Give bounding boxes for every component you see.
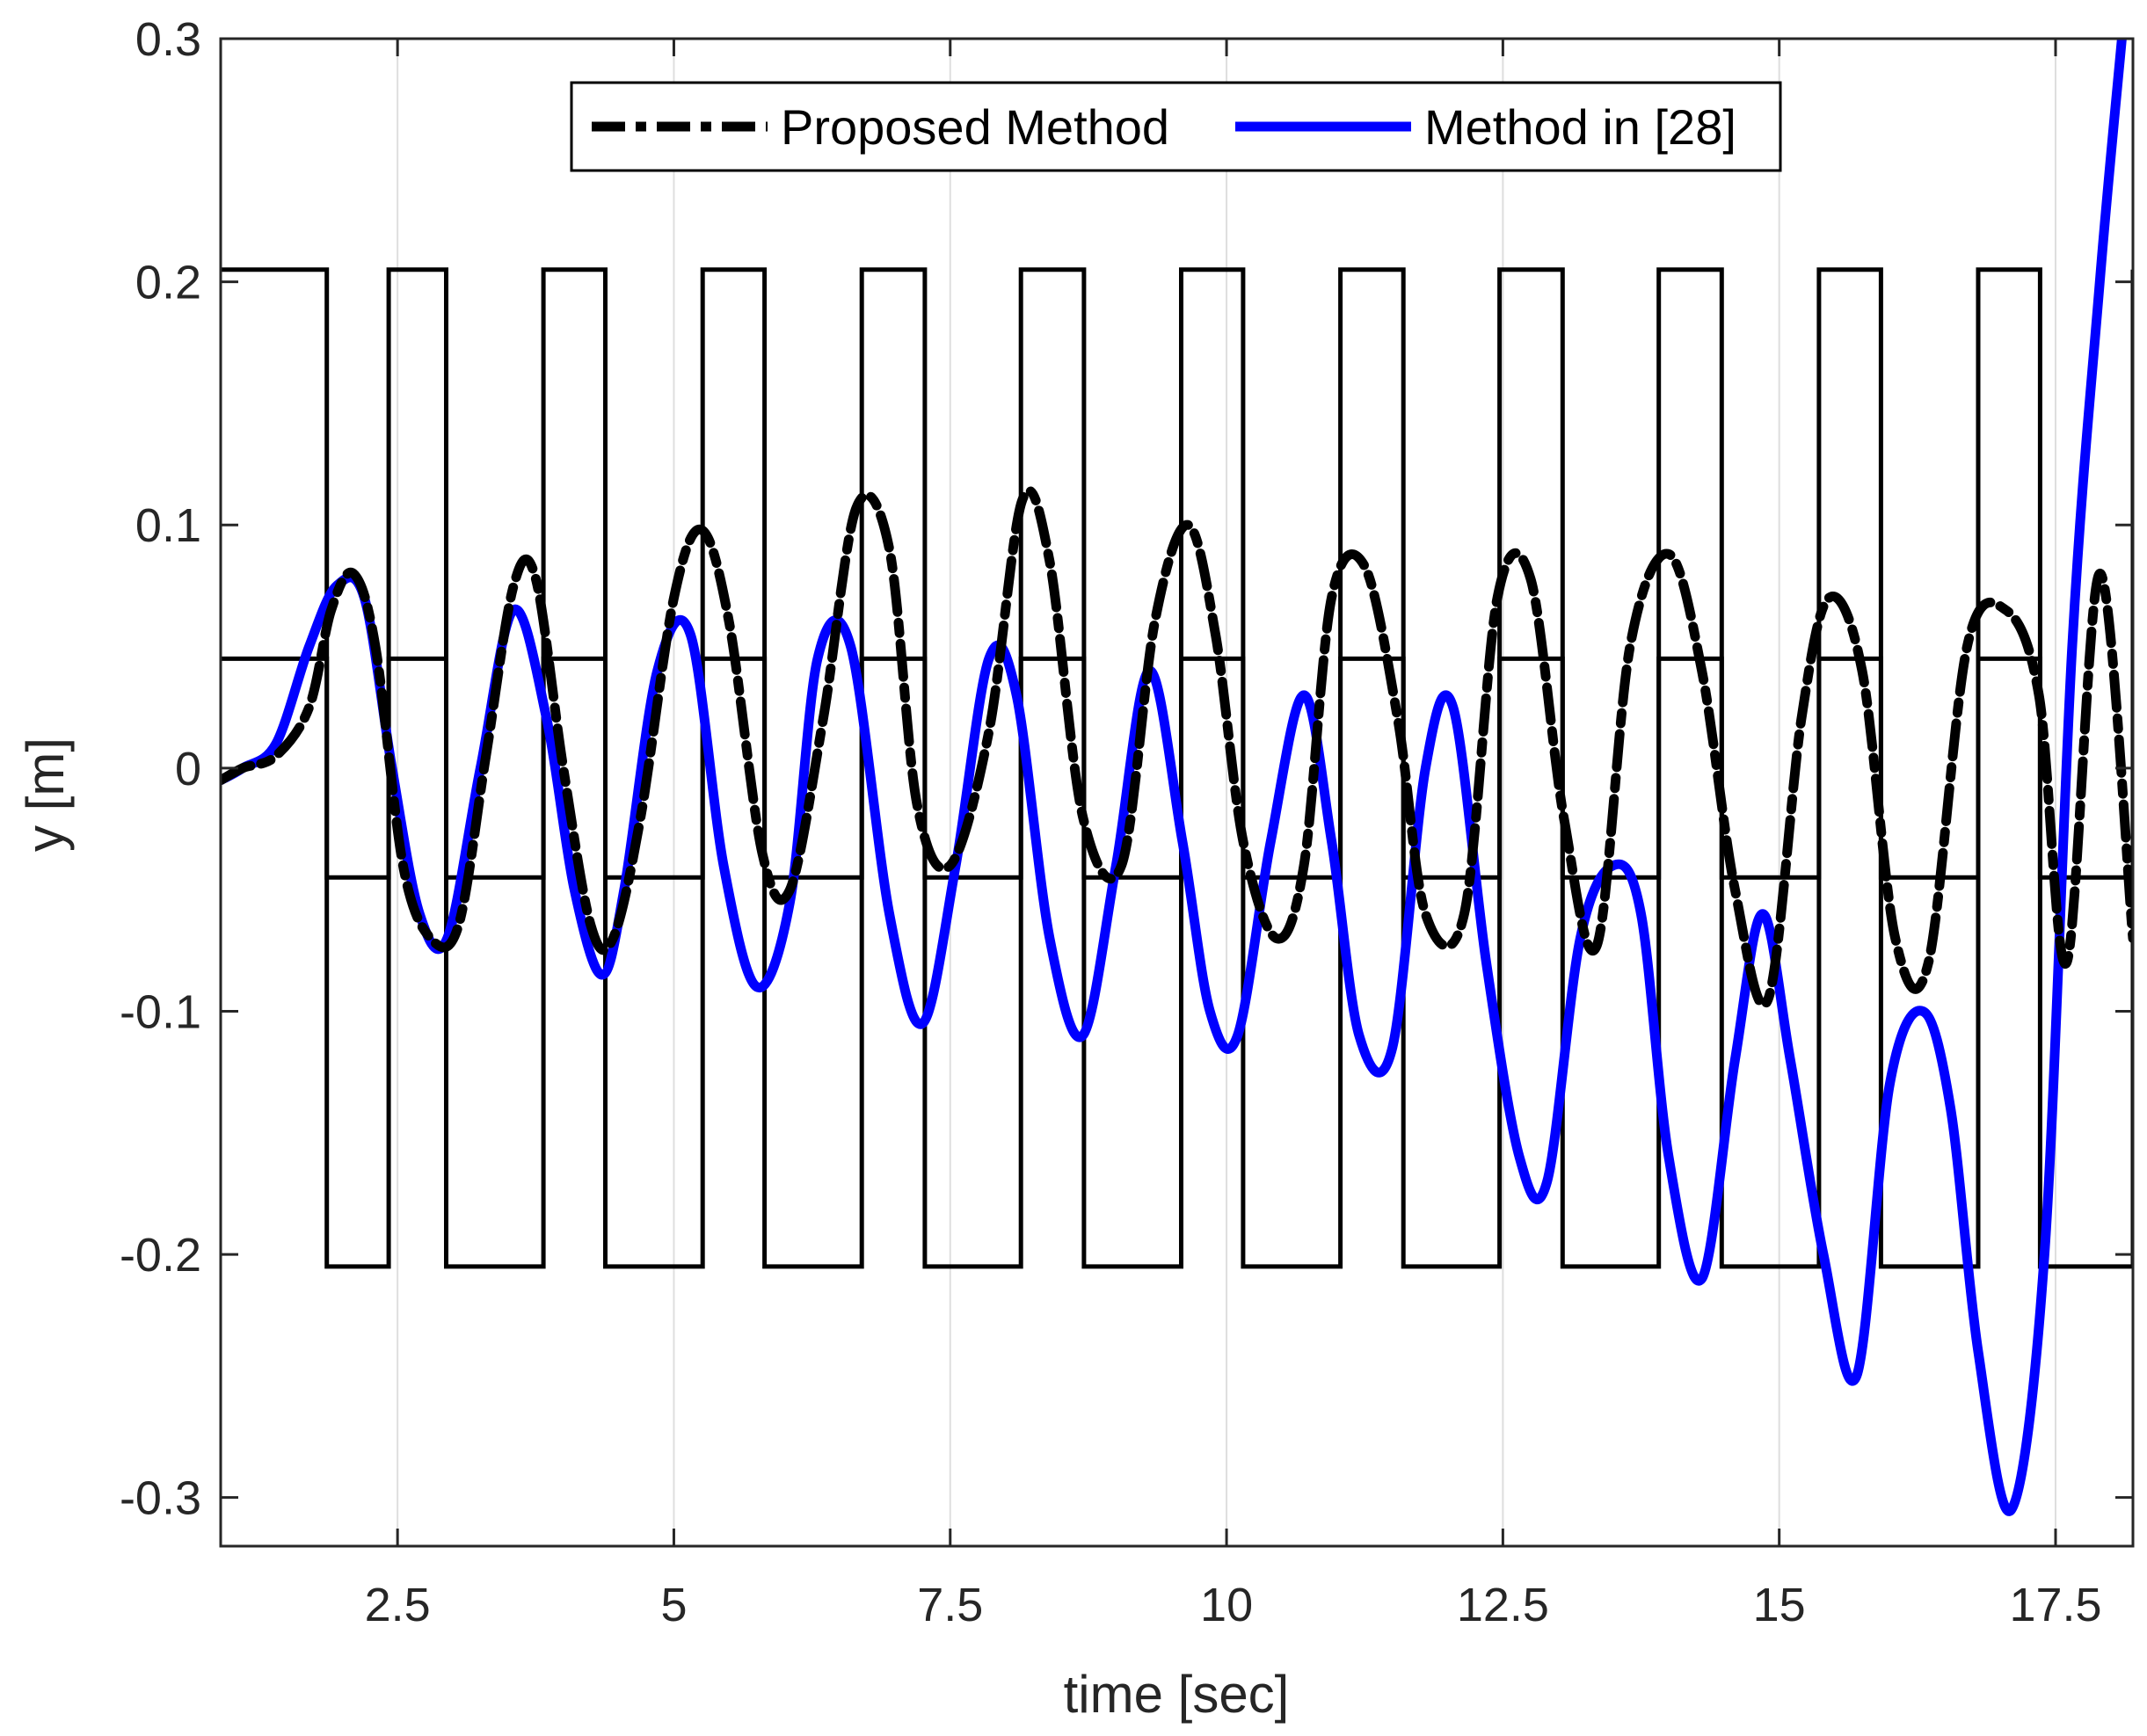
series-group xyxy=(221,39,2133,1516)
legend-method28-label: Method in [28] xyxy=(1424,99,1736,155)
upper-bound-line xyxy=(221,267,2133,880)
y-tick-label: 0 xyxy=(175,743,201,795)
x-tick-label: 2.5 xyxy=(365,1579,431,1631)
y-tick-label: 0.3 xyxy=(135,13,201,66)
x-axis-label: time [sec] xyxy=(1064,1665,1290,1724)
plot-frame xyxy=(219,37,2135,1548)
y-tick-label: 0.2 xyxy=(135,257,201,309)
series-proposed-method-line xyxy=(221,485,2133,1010)
lower-bound-line xyxy=(221,656,2133,1269)
x-tick-label: 5 xyxy=(660,1579,687,1631)
grid-lines xyxy=(397,39,2056,1546)
x-axis-ticks: 2.5 5 7.5 10 12.5 15 17.5 xyxy=(365,39,2102,1631)
x-tick-label: 15 xyxy=(1753,1579,1806,1631)
x-tick-label: 12.5 xyxy=(1457,1579,1549,1631)
constraint-bounds xyxy=(221,267,2133,1269)
x-tick-label: 10 xyxy=(1200,1579,1253,1631)
x-tick-label: 7.5 xyxy=(917,1579,983,1631)
x-tick-label: 17.5 xyxy=(2009,1579,2101,1631)
y-tick-label: -0.3 xyxy=(120,1472,201,1525)
y-axis-ticks: 0.3 0.2 0.1 0 -0.1 -0.2 -0.3 xyxy=(120,13,2133,1525)
y-axis-label: y [m] xyxy=(16,737,75,852)
y-tick-label: 0.1 xyxy=(135,499,201,552)
legend-proposed-label: Proposed Method xyxy=(781,99,1169,155)
y-tick-label: -0.2 xyxy=(120,1229,201,1282)
legend: Proposed Method Method in [28] xyxy=(570,81,1782,172)
y-tick-label: -0.1 xyxy=(120,985,201,1038)
series-method-28-line xyxy=(221,39,2127,1516)
legend-box xyxy=(570,81,1782,172)
